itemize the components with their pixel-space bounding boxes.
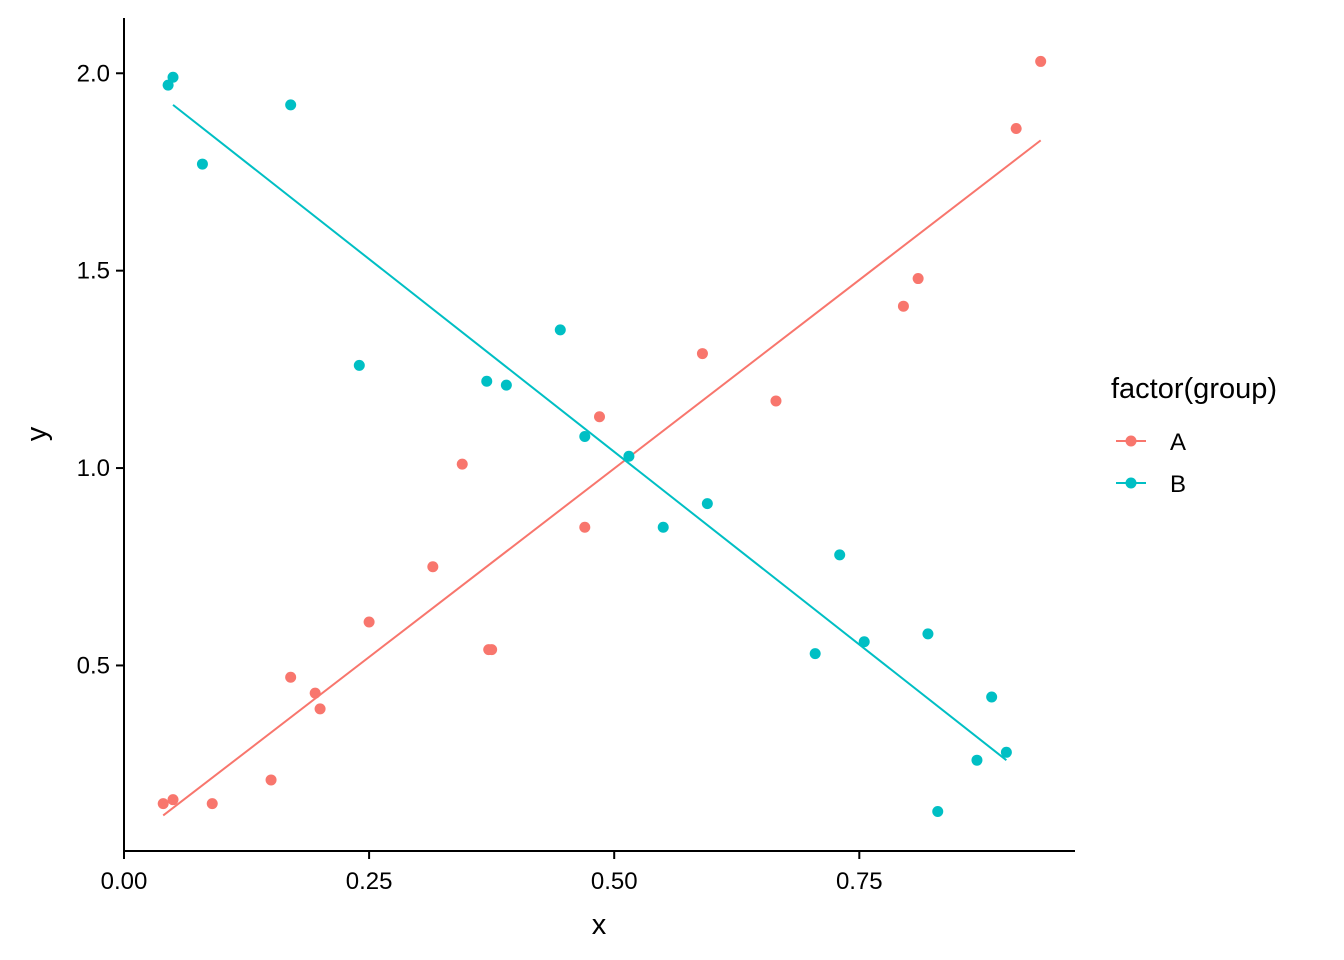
legend-title: factor(group) — [1111, 373, 1277, 405]
data-point-b — [554, 324, 566, 336]
data-point-a — [285, 671, 297, 683]
legend-item-b: B — [1116, 471, 1186, 498]
data-point-a — [897, 300, 909, 312]
y-tick-label: 2.0 — [77, 60, 110, 87]
data-point-b — [986, 691, 998, 703]
data-point-b — [162, 79, 174, 91]
data-point-b — [579, 430, 591, 442]
data-point-b — [657, 521, 669, 533]
data-point-a — [696, 348, 708, 360]
data-point-b — [701, 498, 713, 510]
data-point-b — [623, 450, 635, 462]
data-point-a — [486, 644, 498, 656]
plot-area — [157, 55, 1047, 818]
data-point-a — [363, 616, 375, 628]
data-point-a — [427, 561, 439, 573]
data-point-a — [265, 774, 277, 786]
data-point-b — [500, 379, 512, 391]
data-point-a — [456, 458, 468, 470]
data-point-a — [309, 687, 321, 699]
data-point-a — [579, 521, 591, 533]
data-point-b — [858, 636, 870, 648]
data-point-a — [770, 395, 782, 407]
data-point-b — [834, 549, 846, 561]
data-point-a — [314, 703, 326, 715]
x-tick-label: 0.50 — [591, 868, 638, 895]
data-point-a — [912, 273, 924, 285]
fit-line-a — [162, 139, 1042, 817]
y-tick-label: 1.0 — [77, 455, 110, 482]
data-point-a — [206, 798, 218, 810]
legend-key-point — [1125, 435, 1137, 447]
data-point-b — [481, 375, 493, 387]
x-axis-title: x — [592, 909, 607, 941]
x-axis-ticks: 0.00 0.25 0.50 0.75 — [101, 851, 883, 895]
data-point-b — [353, 359, 365, 371]
data-point-a — [594, 411, 605, 423]
data-point-b — [922, 628, 934, 640]
y-tick-label: 1.5 — [77, 258, 110, 285]
data-point-b — [932, 806, 944, 818]
series-a — [157, 55, 1047, 817]
data-point-b — [1000, 746, 1012, 758]
y-tick-label: 0.5 — [77, 652, 110, 679]
data-point-a — [167, 794, 179, 806]
data-point-a — [1035, 55, 1047, 67]
data-point-a — [157, 798, 169, 810]
series-b — [162, 71, 1012, 818]
y-axis-title: y — [21, 426, 53, 441]
legend-label: B — [1170, 471, 1186, 498]
legend-key-point — [1125, 477, 1137, 489]
data-point-b — [167, 71, 179, 83]
data-point-b — [971, 754, 983, 766]
data-point-b — [285, 99, 297, 111]
x-tick-label: 0.25 — [346, 868, 393, 895]
data-point-b — [809, 648, 821, 660]
data-point-b — [196, 158, 208, 170]
x-tick-label: 0.75 — [836, 868, 883, 895]
x-tick-label: 0.00 — [101, 868, 148, 895]
y-axis-ticks: 0.5 1.0 1.5 2.0 — [77, 60, 124, 679]
data-point-a — [1010, 123, 1022, 135]
legend-item-a: A — [1116, 429, 1186, 456]
legend-label: A — [1170, 429, 1186, 456]
fit-line-b — [172, 104, 1007, 761]
legend: factor(group) AB — [1111, 373, 1277, 498]
